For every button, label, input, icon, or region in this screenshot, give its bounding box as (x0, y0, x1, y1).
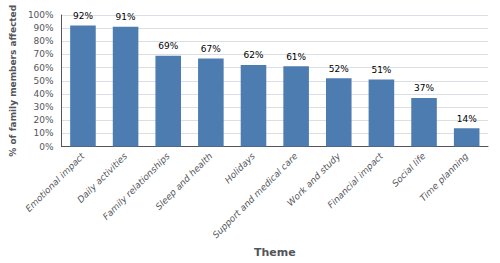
svg-text:67%: 67% (201, 44, 221, 54)
svg-text:91%: 91% (116, 12, 136, 22)
svg-text:90%: 90% (34, 23, 54, 33)
svg-text:Time planning: Time planning (418, 151, 471, 204)
svg-text:62%: 62% (243, 50, 263, 60)
svg-text:Family relationships: Family relationships (101, 151, 172, 222)
svg-text:10%: 10% (34, 128, 54, 138)
svg-text:50%: 50% (34, 76, 54, 86)
svg-text:Holidays: Holidays (223, 151, 257, 185)
svg-text:60%: 60% (34, 63, 54, 73)
svg-text:37%: 37% (414, 83, 434, 93)
svg-text:Sleep and health: Sleep and health (154, 151, 215, 212)
svg-text:Financial impact: Financial impact (326, 151, 386, 211)
svg-text:14%: 14% (457, 114, 477, 124)
svg-text:30%: 30% (34, 102, 54, 112)
svg-text:Social life: Social life (390, 151, 428, 189)
svg-text:61%: 61% (286, 52, 306, 62)
svg-text:100%: 100% (28, 10, 54, 20)
svg-text:Theme: Theme (254, 246, 296, 259)
svg-text:92%: 92% (73, 11, 93, 21)
svg-text:Work and study: Work and study (285, 151, 343, 209)
svg-text:Emotional impact: Emotional impact (24, 151, 87, 214)
svg-text:52%: 52% (329, 64, 349, 74)
svg-text:69%: 69% (158, 41, 178, 51)
svg-text:% of family members affected: % of family members affected (8, 5, 18, 157)
svg-text:20%: 20% (34, 115, 54, 125)
svg-text:Daily activities: Daily activities (75, 151, 130, 205)
svg-text:Support and medical care: Support and medical care (211, 151, 300, 240)
svg-text:0%: 0% (39, 142, 54, 152)
svg-text:70%: 70% (34, 49, 54, 59)
svg-text:40%: 40% (34, 89, 54, 99)
svg-text:51%: 51% (371, 65, 391, 75)
svg-text:80%: 80% (34, 36, 54, 46)
